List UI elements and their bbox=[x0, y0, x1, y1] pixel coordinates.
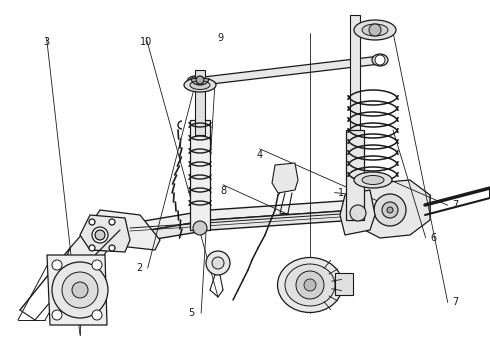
Ellipse shape bbox=[277, 257, 343, 312]
Circle shape bbox=[193, 221, 207, 235]
Circle shape bbox=[92, 310, 102, 320]
Circle shape bbox=[92, 227, 108, 243]
Circle shape bbox=[62, 272, 98, 308]
Circle shape bbox=[89, 219, 95, 225]
Circle shape bbox=[296, 271, 324, 299]
Bar bbox=[350, 15, 360, 210]
Ellipse shape bbox=[362, 176, 384, 185]
Polygon shape bbox=[350, 180, 430, 238]
Text: 10: 10 bbox=[140, 37, 152, 48]
Circle shape bbox=[109, 245, 115, 251]
Text: 9: 9 bbox=[218, 33, 223, 43]
Polygon shape bbox=[47, 255, 107, 325]
Polygon shape bbox=[120, 205, 430, 245]
Ellipse shape bbox=[354, 172, 392, 188]
Circle shape bbox=[109, 219, 115, 225]
Text: 7: 7 bbox=[453, 297, 459, 307]
Circle shape bbox=[190, 77, 200, 87]
Circle shape bbox=[387, 207, 393, 213]
Ellipse shape bbox=[362, 24, 388, 36]
Circle shape bbox=[72, 282, 88, 298]
Ellipse shape bbox=[187, 76, 203, 88]
Circle shape bbox=[89, 245, 95, 251]
Circle shape bbox=[196, 76, 204, 84]
Bar bbox=[195, 70, 205, 135]
Text: 4: 4 bbox=[257, 150, 263, 160]
Circle shape bbox=[52, 260, 62, 270]
Circle shape bbox=[374, 194, 406, 226]
Circle shape bbox=[52, 262, 108, 318]
Text: 7: 7 bbox=[453, 200, 459, 210]
Ellipse shape bbox=[354, 20, 396, 40]
Text: 2: 2 bbox=[137, 263, 143, 273]
Text: 1: 1 bbox=[338, 188, 343, 198]
Text: 5: 5 bbox=[188, 308, 194, 318]
Bar bbox=[190, 120, 210, 230]
Polygon shape bbox=[272, 163, 298, 193]
Ellipse shape bbox=[372, 54, 388, 66]
Circle shape bbox=[212, 257, 224, 269]
Text: 6: 6 bbox=[431, 233, 437, 243]
Ellipse shape bbox=[285, 264, 335, 306]
Bar bbox=[346, 130, 364, 220]
Ellipse shape bbox=[184, 78, 216, 92]
Polygon shape bbox=[60, 225, 110, 280]
Circle shape bbox=[95, 230, 105, 240]
Ellipse shape bbox=[190, 81, 210, 90]
Polygon shape bbox=[195, 56, 380, 86]
Circle shape bbox=[375, 55, 385, 65]
Polygon shape bbox=[80, 215, 130, 252]
Circle shape bbox=[382, 202, 398, 218]
Circle shape bbox=[92, 260, 102, 270]
Circle shape bbox=[350, 205, 366, 221]
Polygon shape bbox=[90, 210, 160, 250]
Text: 3: 3 bbox=[44, 37, 49, 48]
Circle shape bbox=[369, 24, 381, 36]
Circle shape bbox=[52, 310, 62, 320]
Text: 8: 8 bbox=[220, 186, 226, 196]
Polygon shape bbox=[340, 190, 375, 235]
Circle shape bbox=[206, 251, 230, 275]
Circle shape bbox=[304, 279, 316, 291]
Bar bbox=[335, 273, 353, 295]
Polygon shape bbox=[120, 195, 430, 235]
